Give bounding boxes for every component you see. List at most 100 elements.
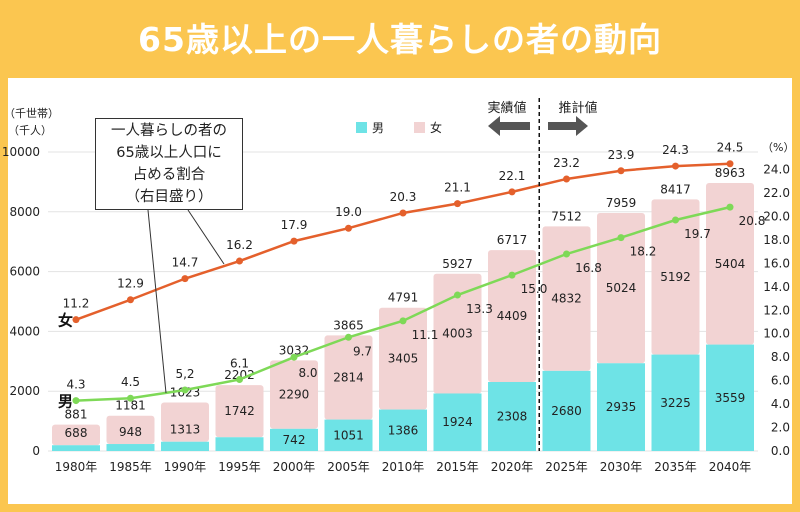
series-label-male: 男	[58, 393, 73, 411]
y-tick-left: 8000	[9, 205, 40, 219]
y-axis-label-left: （千世帯）	[4, 107, 59, 120]
y-tick-right: 8.0	[771, 350, 790, 364]
line-value-label: 11.2	[63, 297, 90, 311]
y-tick-right: 2.0	[771, 421, 790, 435]
line-value-label: 23.9	[608, 148, 635, 162]
y-tick-right: 24.0	[763, 163, 790, 177]
line-value-label: 21.1	[444, 181, 471, 195]
line-point	[72, 316, 80, 324]
line-point	[236, 257, 243, 265]
divider-left-label: 実績値	[487, 100, 526, 116]
y-tick-right: 20.0	[763, 209, 790, 223]
annotation-line: 一人暮らしの者の	[111, 123, 227, 139]
bar-female-label: 3405	[388, 352, 419, 366]
y-tick-right: 16.0	[763, 256, 790, 270]
bar-male	[379, 409, 427, 451]
bar-female-label: 5024	[606, 281, 637, 295]
bar-female-label: 1742	[224, 404, 255, 418]
bar-male	[106, 444, 155, 451]
line-point	[726, 160, 734, 168]
leader-line	[187, 209, 225, 265]
line-value-label: 19.0	[335, 205, 362, 219]
legend-label-female: 女	[430, 120, 442, 135]
bar-total-label: 7959	[606, 196, 637, 210]
arrow-left-icon	[488, 116, 530, 136]
bar-male-label: 3225	[660, 396, 691, 410]
x-tick: 2040年	[709, 460, 752, 474]
bar-female-label: 948	[119, 425, 142, 439]
x-tick: 1985年	[109, 460, 152, 474]
y-tick-right: 6.0	[771, 374, 790, 388]
bar-female-label: 2814	[333, 371, 364, 385]
bar-male-label: 3559	[715, 391, 746, 405]
line-value-label: 24.3	[662, 143, 689, 157]
y-tick-left: 10000	[2, 145, 40, 159]
bar-total-label: 1181	[115, 399, 146, 413]
bar-male	[488, 381, 536, 451]
annotation-line: 65歳以上人口に	[116, 145, 222, 161]
annotation-box: 一人暮らしの者の 65歳以上人口に 占める割合 （右目盛り）	[95, 118, 243, 210]
bar-male-label: 2680	[551, 404, 582, 418]
bar-female-label: 4003	[442, 327, 473, 341]
line-value-label: 18.2	[630, 245, 657, 259]
bar-female-label: 4409	[497, 309, 528, 323]
bar-female	[651, 199, 700, 355]
bar-female	[597, 213, 645, 364]
line-value-label: 23.2	[553, 156, 580, 170]
line-point	[563, 175, 570, 183]
bar-female	[161, 402, 209, 442]
bar-male-label: 1924	[442, 415, 473, 429]
line-point	[672, 162, 679, 170]
annotation-line: 占める割合	[132, 167, 206, 183]
line-point	[290, 353, 298, 361]
y-axis-label-left: （千人）	[8, 124, 52, 137]
bar-male	[270, 428, 318, 451]
leader-line	[147, 209, 167, 394]
bar-female	[106, 415, 155, 445]
y-tick-right: 14.0	[763, 280, 790, 294]
legend-label-male: 男	[372, 121, 384, 135]
bar-female-label: 1313	[170, 423, 201, 437]
x-tick: 2035年	[654, 460, 697, 474]
line-value-label: 20.8	[739, 214, 766, 228]
bar-female-label: 2290	[279, 388, 310, 402]
page-title: 65歳以上の一人暮らしの者の動向	[138, 20, 662, 59]
bar-total-label: 8417	[660, 182, 691, 196]
bar-total-label: 7512	[551, 209, 582, 223]
line-value-label: 15.0	[521, 282, 548, 296]
line-point	[454, 200, 461, 208]
arrow-right-icon	[548, 116, 588, 136]
bar-male	[651, 354, 700, 451]
y-tick-right: 4.0	[771, 397, 790, 411]
y-axis-label-right: （%）	[762, 141, 794, 154]
line-point	[181, 275, 189, 283]
bar-female-label: 4832	[551, 292, 582, 306]
bar-female	[488, 250, 536, 382]
line-point	[672, 216, 679, 224]
bar-male	[706, 344, 754, 451]
line-point	[563, 250, 570, 258]
line-point	[617, 167, 625, 175]
y-tick-right: 22.0	[763, 186, 790, 200]
line-value-label: 6.1	[230, 356, 249, 370]
line-point	[508, 188, 516, 196]
bar-female-label: 5192	[660, 270, 691, 284]
bar-female	[433, 273, 482, 394]
bar-female	[270, 360, 318, 429]
bar-male-label: 2935	[606, 400, 637, 414]
bar-female	[379, 307, 427, 410]
x-tick: 1995年	[218, 460, 261, 474]
x-tick: 1990年	[164, 460, 207, 474]
bar-female	[52, 424, 100, 446]
line-value-label: 12.9	[117, 277, 144, 291]
line-value-label: 5,2	[175, 367, 194, 381]
bar-total-label: 881	[65, 408, 88, 422]
x-tick: 2010年	[382, 460, 425, 474]
x-tick: 1980年	[55, 460, 98, 474]
bar-total-label: 6717	[497, 233, 528, 247]
line-point	[345, 333, 352, 341]
line-value-label: 20.3	[390, 190, 417, 204]
line-value-label: 9.7	[353, 344, 372, 358]
series-label-female: 女	[58, 312, 73, 330]
